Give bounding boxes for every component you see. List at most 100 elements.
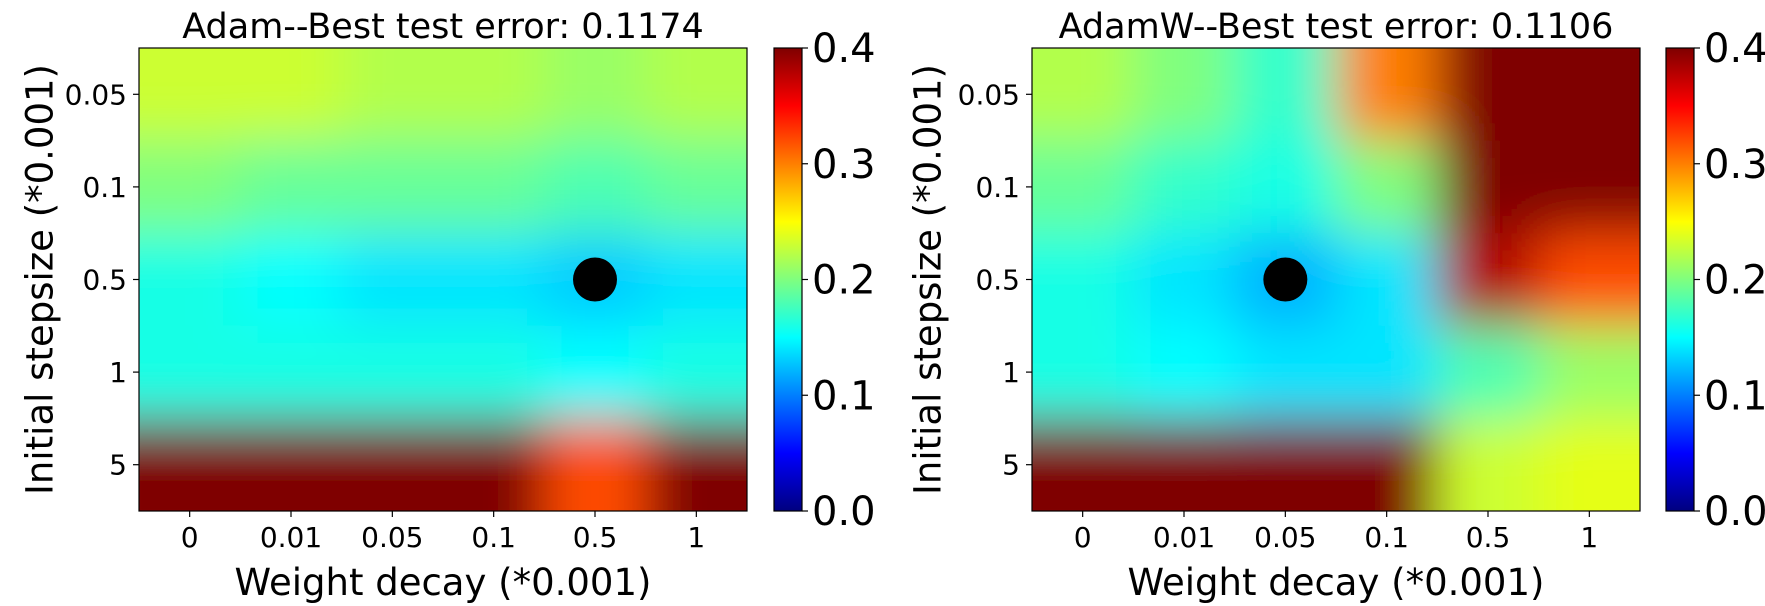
heatmap-cell xyxy=(1032,233,1134,327)
heatmap-cell xyxy=(139,418,241,511)
x-tick-label: 0.01 xyxy=(260,521,322,554)
heatmap-cell xyxy=(1133,233,1236,327)
colorbar-tick-label: 0.3 xyxy=(1704,142,1765,188)
heatmap-cell xyxy=(341,140,444,234)
colorbar-tick-label: 0.4 xyxy=(812,26,876,72)
best-marker xyxy=(573,257,617,302)
colorbar-tick-label: 0.0 xyxy=(812,489,876,535)
heatmap-cell xyxy=(1437,140,1540,234)
heatmap-cell xyxy=(1234,418,1337,511)
heatmap-cell xyxy=(139,140,241,234)
heatmap-cell xyxy=(341,233,444,327)
heatmap-cell xyxy=(139,325,241,419)
heatmap-cell xyxy=(1032,48,1134,142)
colorbar-tick-label: 0.0 xyxy=(1704,489,1765,535)
heatmap-cell xyxy=(1336,418,1438,511)
x-tick-label: 0 xyxy=(1074,521,1092,554)
heatmap-cell xyxy=(645,325,747,419)
heatmap-cell xyxy=(1133,48,1236,142)
y-tick-label: 0.5 xyxy=(975,264,1020,297)
heatmap-cell xyxy=(1234,48,1337,142)
heatmap-cell xyxy=(240,233,343,327)
y-tick-label: 1 xyxy=(1002,356,1020,389)
heatmap-cell xyxy=(240,140,343,234)
heatmap-cell xyxy=(1437,418,1540,511)
heatmap-cell xyxy=(341,325,444,419)
heatmap-cell xyxy=(139,48,241,142)
heatmap-cell xyxy=(1032,325,1134,419)
colorbar xyxy=(773,47,803,512)
heatmap-cell xyxy=(1437,48,1540,142)
colorbar xyxy=(1665,47,1695,512)
heatmap-cell xyxy=(1437,325,1540,419)
heatmap-cell xyxy=(1133,140,1236,234)
heatmap-cell xyxy=(544,418,647,511)
colorbar-tick-label: 0.2 xyxy=(812,258,876,304)
y-tick-label: 0.05 xyxy=(958,78,1020,111)
panel-adamw: 0 0.01 0.05 0.1 0.5 1 0.05 0.1 0.5 1 5 AdamW--Best … xyxy=(907,7,1765,604)
heatmap-cell xyxy=(1538,233,1640,327)
heatmap-cell xyxy=(645,48,747,142)
panel-adam: 0 0.01 0.05 0.1 0.5 1 0.05 0.1 0.5 1 5 Adam--Best t… xyxy=(19,7,876,604)
heatmap-cell xyxy=(645,140,747,234)
heatmap-cell xyxy=(1032,140,1134,234)
colorbar-tick-label: 0.4 xyxy=(1704,26,1765,72)
heatmap-cell xyxy=(240,48,343,142)
colorbar-tick-label: 0.3 xyxy=(812,142,876,188)
x-tick-label: 1 xyxy=(1580,521,1598,554)
x-tick-label: 0.5 xyxy=(573,521,618,554)
heatmap-cell xyxy=(1538,140,1640,234)
heatmap xyxy=(1032,48,1640,511)
heatmap-cell xyxy=(544,140,647,234)
y-tick-label: 0.1 xyxy=(975,171,1020,204)
x-tick-label: 0.05 xyxy=(361,521,423,554)
heatmap-cell xyxy=(443,140,545,234)
x-tick-label: 0.1 xyxy=(471,521,516,554)
y-axis-label: Initial stepsize (*0.001) xyxy=(907,64,950,495)
x-tick-label: 0.1 xyxy=(1364,521,1409,554)
heatmap-cell xyxy=(240,418,343,511)
heatmap-cell xyxy=(1437,233,1540,327)
heatmap-cell xyxy=(1234,325,1337,419)
y-tick-label: 0.05 xyxy=(65,78,127,111)
x-tick-label: 0.05 xyxy=(1254,521,1316,554)
best-marker xyxy=(1263,257,1308,302)
heatmap-cell xyxy=(139,233,241,327)
heatmap-cell xyxy=(443,48,545,142)
heatmap-cell xyxy=(1133,325,1236,419)
heatmap-cell xyxy=(1336,325,1438,419)
y-tick-label: 0.1 xyxy=(82,171,127,204)
heatmap-cell xyxy=(1336,233,1438,327)
x-tick-label: 1 xyxy=(687,521,705,554)
heatmap-cell xyxy=(544,48,647,142)
heatmap-cell xyxy=(645,233,747,327)
heatmap-cell xyxy=(1336,48,1438,142)
heatmap-cell xyxy=(341,48,444,142)
chart-title: AdamW--Best test error: 0.1106 xyxy=(1059,7,1614,47)
x-tick-label: 0.01 xyxy=(1153,521,1215,554)
heatmap xyxy=(139,48,747,511)
heatmap-cell xyxy=(544,325,647,419)
chart-title: Adam--Best test error: 0.1174 xyxy=(182,7,704,47)
y-tick-label: 0.5 xyxy=(82,264,127,297)
colorbar-tick-label: 0.1 xyxy=(812,373,876,419)
heatmap-cell xyxy=(1538,418,1640,511)
heatmap-cell xyxy=(443,325,545,419)
heatmap-cell xyxy=(240,325,343,419)
x-tick-label: 0 xyxy=(181,521,199,554)
x-axis-label: Weight decay (*0.001) xyxy=(1128,561,1545,604)
y-tick-label: 5 xyxy=(109,449,127,482)
colorbar-tick-label: 0.1 xyxy=(1704,373,1765,419)
y-tick-label: 5 xyxy=(1002,449,1020,482)
x-tick-label: 0.5 xyxy=(1466,521,1511,554)
y-axis-label: Initial stepsize (*0.001) xyxy=(19,64,62,495)
heatmap-cell xyxy=(443,233,545,327)
heatmap-cell xyxy=(443,418,545,511)
heatmap-cell xyxy=(645,418,747,511)
heatmap-cell xyxy=(1234,140,1337,234)
heatmap-cell xyxy=(1538,48,1640,142)
x-axis-label: Weight decay (*0.001) xyxy=(235,561,652,604)
heatmap-cell xyxy=(1336,140,1438,234)
heatmap-cell xyxy=(341,418,444,511)
